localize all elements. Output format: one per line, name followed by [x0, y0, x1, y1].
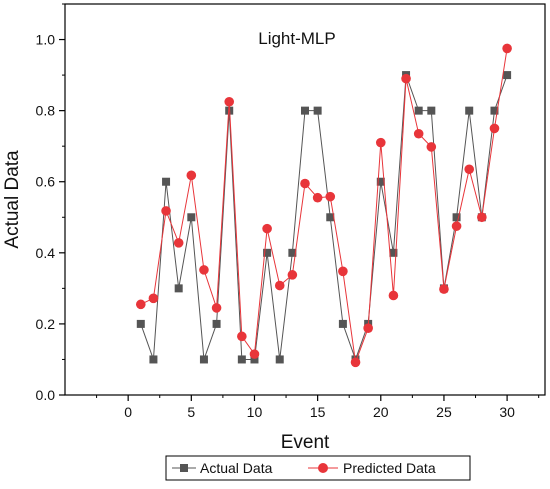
data-point-circle	[148, 293, 159, 304]
data-point-circle	[135, 299, 146, 310]
legend-marker-square	[180, 464, 188, 472]
data-point-circle	[287, 270, 298, 280]
legend-label-actual-data: Actual Data	[200, 460, 273, 476]
data-point-circle	[439, 284, 449, 294]
y-tick-label: 0.2	[36, 316, 56, 332]
data-point-circle	[489, 123, 500, 134]
y-axis: 0.0 0.2 0.4 0.6 0.8 1.0	[36, 3, 65, 403]
data-point-circle	[249, 349, 260, 359]
x-tick-label: 30	[499, 404, 515, 420]
data-point-square	[174, 284, 183, 293]
x-tick-label: 10	[247, 404, 263, 420]
y-tick-label: 1.0	[36, 32, 56, 48]
data-point-square	[212, 319, 221, 328]
legend-item-predicted-data: Predicted Data	[308, 460, 436, 476]
data-point-square	[389, 248, 398, 257]
legend-label-predicted-data: Predicted Data	[343, 460, 436, 476]
data-point-square	[427, 106, 436, 115]
data-point-square	[503, 71, 512, 80]
data-point-square	[250, 355, 259, 364]
y-axis-title: Actual Data	[2, 150, 23, 249]
chart-title: Light-MLP	[258, 29, 335, 48]
data-point-square	[288, 248, 297, 257]
data-point-square	[237, 355, 246, 364]
x-tick-label: 5	[187, 404, 195, 420]
data-point-square	[187, 213, 196, 222]
data-point-circle	[237, 331, 247, 342]
series-layer	[135, 43, 512, 368]
x-tick-label: 25	[436, 404, 452, 420]
data-point-square	[136, 319, 145, 328]
data-point-square	[199, 355, 208, 364]
legend: Actual Data Predicted Data	[165, 455, 471, 481]
data-point-square	[313, 106, 322, 115]
y-tick-label: 0.6	[36, 174, 56, 190]
data-point-square	[414, 106, 423, 115]
data-point-square	[301, 106, 309, 115]
series-predicted-data	[135, 43, 512, 368]
data-point-circle	[363, 323, 373, 333]
x-axis: 0 5 10 15 20 25 30	[96, 395, 540, 420]
data-point-circle	[224, 96, 235, 107]
data-point-circle	[388, 290, 399, 301]
legend-marker-circle	[318, 463, 328, 473]
data-point-circle	[451, 221, 462, 231]
data-point-square	[326, 213, 335, 222]
data-point-circle	[211, 303, 222, 313]
x-tick-label: 15	[310, 404, 326, 420]
series-line	[140, 48, 508, 363]
data-point-square	[338, 319, 347, 328]
data-point-circle	[186, 170, 197, 181]
data-point-circle	[401, 73, 411, 84]
data-point-circle	[350, 357, 361, 368]
data-point-circle	[161, 206, 171, 216]
x-tick-label: 0	[124, 404, 132, 420]
data-point-circle	[173, 238, 184, 248]
data-point-circle	[375, 137, 386, 148]
data-point-square	[149, 355, 158, 364]
data-point-circle	[426, 142, 437, 152]
data-point-circle	[312, 192, 323, 203]
data-point-square	[275, 355, 284, 364]
data-point-square	[490, 106, 499, 115]
data-point-circle	[338, 266, 348, 277]
data-point-circle	[199, 265, 209, 275]
data-point-circle	[325, 191, 336, 202]
y-tick-label: 0.8	[36, 103, 56, 119]
legend-item-actual-data: Actual Data	[172, 460, 273, 476]
data-point-square	[162, 177, 171, 186]
x-axis-title: Event	[281, 432, 330, 453]
data-point-circle	[300, 178, 310, 189]
x-tick-label: 20	[373, 404, 389, 420]
plot-frame	[64, 3, 546, 396]
y-tick-label: 0.0	[36, 387, 56, 403]
data-point-circle	[464, 164, 475, 175]
data-point-circle	[274, 280, 285, 291]
data-point-circle	[413, 128, 424, 139]
data-point-square	[263, 248, 272, 257]
plot-area-border	[64, 3, 546, 396]
data-point-square	[465, 106, 474, 115]
data-point-circle	[477, 212, 487, 223]
data-point-circle	[502, 43, 512, 54]
y-tick-label: 0.4	[36, 245, 56, 261]
data-point-square	[452, 213, 461, 222]
data-point-square	[376, 177, 385, 186]
data-point-circle	[262, 223, 272, 234]
